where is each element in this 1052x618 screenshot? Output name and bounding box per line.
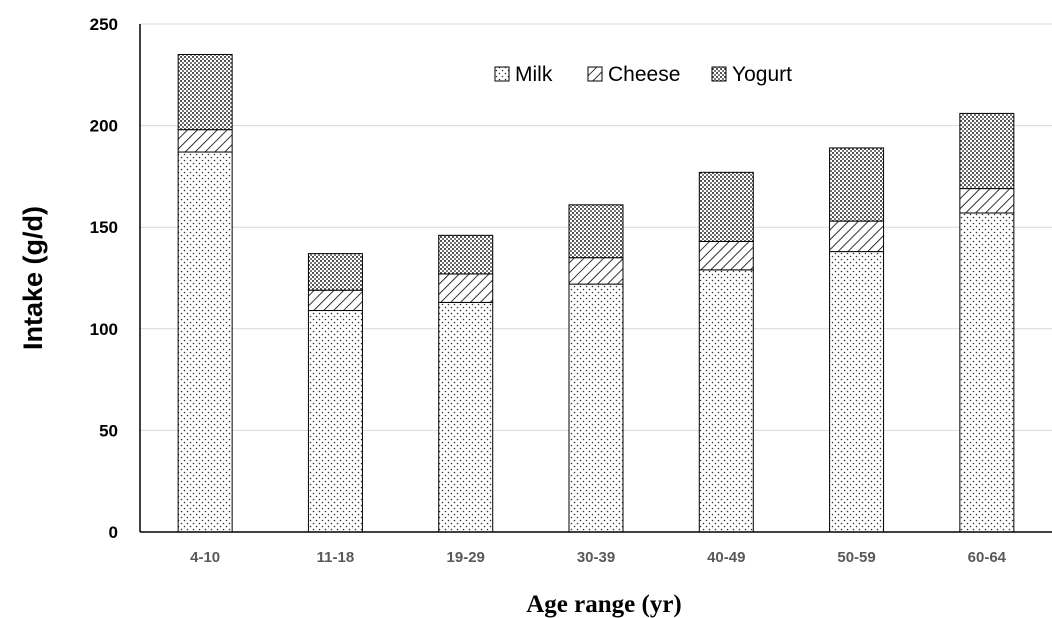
x-tick-label: 4-10	[190, 549, 220, 566]
legend-swatch-yogurt	[711, 66, 727, 82]
bar-segment-milk-50-59	[829, 251, 885, 533]
x-tick-labels: 4-10 11-18 19-29 30-39 40-49 50-59 60-64	[190, 549, 1007, 566]
bar-segment-cheese-4-10	[177, 129, 233, 153]
bar-segment-milk-19-29	[438, 301, 494, 533]
bar-segment-yogurt-50-59	[829, 147, 885, 222]
legend-label-milk: Milk	[515, 63, 553, 86]
y-tick-label: 200	[90, 117, 118, 136]
x-tick-label: 40-49	[707, 549, 745, 566]
bar-segment-cheese-40-49	[698, 240, 754, 271]
bar-segment-yogurt-30-39	[568, 204, 624, 259]
legend-swatch-milk	[494, 66, 510, 82]
x-tick-label: 50-59	[837, 549, 875, 566]
bar-segment-yogurt-60-64	[959, 112, 1015, 190]
x-tick-label: 11-18	[317, 549, 355, 566]
legend-label-cheese: Cheese	[608, 63, 680, 86]
bars	[177, 53, 1015, 533]
x-tick-label: 30-39	[577, 549, 615, 566]
y-tick-label: 150	[90, 218, 118, 237]
bar-segment-milk-40-49	[698, 269, 754, 533]
bar-segment-cheese-60-64	[959, 188, 1015, 214]
x-axis-title: Age range (yr)	[526, 591, 682, 618]
bar-segment-cheese-50-59	[829, 220, 885, 253]
bar-segment-yogurt-4-10	[177, 53, 233, 131]
y-axis-title: Intake (g/d)	[18, 206, 48, 350]
legend: Milk Cheese Yogurt	[494, 63, 792, 86]
y-tick-labels: 0 50 100 150 200 250	[90, 15, 118, 542]
bar-segment-yogurt-19-29	[438, 234, 494, 275]
bar-segment-yogurt-40-49	[698, 171, 754, 242]
y-tick-label: 50	[99, 421, 118, 440]
bar-segment-milk-30-39	[568, 283, 624, 533]
y-tick-label: 100	[90, 320, 118, 339]
bar-segment-yogurt-11-18	[307, 253, 363, 291]
x-tick-label: 19-29	[447, 549, 485, 566]
bar-segment-milk-60-64	[959, 212, 1015, 533]
bar-segment-cheese-11-18	[307, 289, 363, 312]
y-tick-label: 250	[90, 15, 118, 34]
axes	[139, 24, 1052, 533]
bar-segment-milk-4-10	[177, 151, 233, 533]
bar-segment-cheese-19-29	[438, 273, 494, 303]
legend-label-yogurt: Yogurt	[732, 63, 792, 86]
y-tick-label: 0	[109, 523, 118, 542]
legend-swatch-cheese	[587, 66, 603, 82]
bar-segment-cheese-30-39	[568, 257, 624, 285]
bar-segment-milk-11-18	[307, 310, 363, 533]
x-tick-label: 60-64	[968, 549, 1007, 566]
